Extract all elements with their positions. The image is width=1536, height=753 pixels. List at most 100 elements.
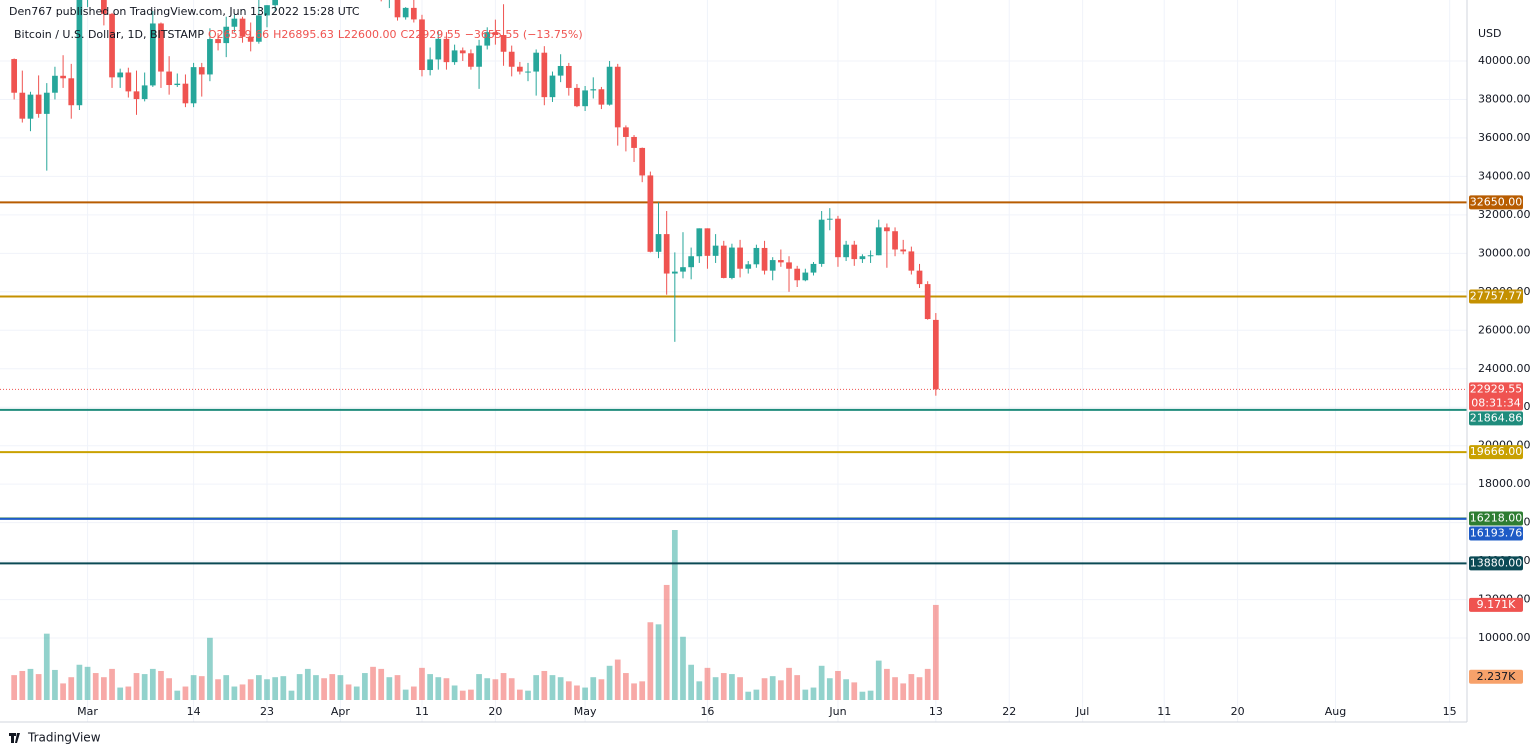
candle-body xyxy=(158,23,164,72)
x-tick-label: Jun xyxy=(828,705,846,718)
volume-bar xyxy=(794,675,801,700)
volume-bar xyxy=(500,673,507,700)
x-tick-label: 23 xyxy=(260,705,274,718)
volume-bar xyxy=(60,683,66,700)
candle-body xyxy=(802,272,809,281)
volume-bar xyxy=(443,678,450,700)
candle-body xyxy=(826,218,833,220)
price-label-box xyxy=(1469,195,1523,210)
grid xyxy=(0,0,1467,722)
candle-body xyxy=(476,45,482,67)
volume-bar xyxy=(557,677,564,700)
x-tick-label: 16 xyxy=(700,705,714,718)
candle-body xyxy=(786,262,792,269)
volume-bar xyxy=(76,664,83,700)
x-tick-label: Apr xyxy=(331,705,351,718)
legend-value: L22600.00 xyxy=(337,28,397,41)
price-label: 19666.00 xyxy=(1470,445,1523,458)
volume-bar xyxy=(778,680,784,700)
candle-body xyxy=(916,270,923,285)
candle-body xyxy=(484,32,491,46)
volume-bar xyxy=(631,683,637,700)
volume-bar xyxy=(182,686,189,700)
candle-body xyxy=(133,91,140,100)
candle-body xyxy=(109,13,115,78)
candle-body xyxy=(761,247,768,271)
volume-bar xyxy=(321,678,327,700)
volume-bar xyxy=(198,676,205,700)
volume-bar xyxy=(623,673,629,700)
volume-bar xyxy=(11,675,18,700)
candle-body xyxy=(255,15,262,42)
volume-bar xyxy=(427,674,433,700)
volume-bar xyxy=(655,624,662,700)
volume-bar xyxy=(370,666,376,700)
x-tick-label: 11 xyxy=(1157,705,1171,718)
candle-body xyxy=(614,66,621,128)
candle-body xyxy=(76,0,83,106)
volume-bar xyxy=(362,673,368,700)
volume-bar xyxy=(345,684,352,700)
volume-bar xyxy=(141,674,148,700)
volume-bar xyxy=(117,687,124,700)
price-label-box xyxy=(1469,445,1523,460)
price-label: 32650.00 xyxy=(1470,195,1523,208)
candle-body xyxy=(769,260,776,271)
volume-bar xyxy=(207,637,213,700)
candle-body xyxy=(582,90,588,107)
legend-value: −3655.55 (−13.75%) xyxy=(464,28,583,41)
volume-bar xyxy=(582,687,588,700)
volume-bar xyxy=(680,636,686,700)
candle-body xyxy=(574,87,580,107)
volume-bar xyxy=(892,677,898,700)
volume-bar xyxy=(459,690,466,700)
volume-bar xyxy=(541,670,548,700)
candle-body xyxy=(704,228,711,256)
candle-body xyxy=(264,5,270,16)
volume-bar xyxy=(769,676,776,700)
volume-bar xyxy=(761,678,768,700)
price-label: 16218.00 xyxy=(1470,511,1523,524)
volume-ma-label: 2.237K xyxy=(1477,670,1516,683)
volume-bar xyxy=(688,664,694,700)
volume-bar xyxy=(109,668,115,700)
volume-bar xyxy=(149,668,156,700)
volume-bar xyxy=(590,677,597,700)
candle-body xyxy=(908,251,915,271)
volume-bar xyxy=(19,670,26,700)
volume-bar xyxy=(835,670,841,700)
candle-body xyxy=(655,234,662,252)
volume-bar xyxy=(353,686,360,700)
volume-bar xyxy=(647,622,654,700)
candle-body xyxy=(859,256,866,260)
symbol: Bitcoin / U.S. Dollar, 1D, BITSTAMP xyxy=(14,28,204,41)
candle-body xyxy=(43,92,50,114)
x-tick-label: 20 xyxy=(1231,705,1245,718)
volume-bar xyxy=(916,677,923,700)
volume-bar xyxy=(125,686,132,700)
footer-logo: TradingView xyxy=(9,731,101,745)
candle-body xyxy=(207,39,213,75)
volume-bar xyxy=(394,675,401,700)
volume-bar xyxy=(671,530,678,700)
candle-body xyxy=(231,18,238,27)
candle-body xyxy=(753,247,760,265)
candle-body xyxy=(11,59,18,93)
volume-bar xyxy=(565,681,572,700)
price-label-box xyxy=(1469,411,1523,426)
candle-body xyxy=(843,244,849,258)
candle-body xyxy=(525,71,531,73)
volume-bar xyxy=(802,689,809,700)
candle-body xyxy=(174,83,181,86)
candle-body xyxy=(639,147,646,176)
y-tick-label: 34000.00 xyxy=(1478,169,1531,182)
candle-body xyxy=(892,231,898,250)
volume-bar xyxy=(435,677,442,700)
volume-bar xyxy=(517,689,523,700)
volume-bar xyxy=(451,685,458,700)
volume-bar xyxy=(924,668,931,700)
volume-bar xyxy=(525,690,531,700)
candle-body xyxy=(606,66,613,105)
volume-bar xyxy=(843,679,849,700)
